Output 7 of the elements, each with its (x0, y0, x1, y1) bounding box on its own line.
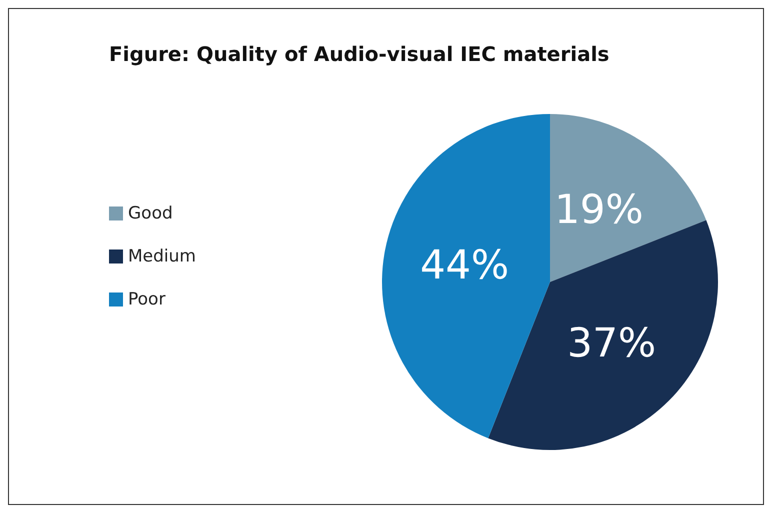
legend-label: Poor (128, 290, 166, 310)
data-label: 37% (567, 320, 656, 367)
data-label: 19% (554, 187, 644, 234)
legend-label: Good (128, 204, 173, 224)
legend-label: Medium (128, 246, 196, 266)
chart-title: Figure: Quality of Audio-visual IEC materials (109, 42, 610, 66)
data-label: 44% (420, 242, 509, 289)
